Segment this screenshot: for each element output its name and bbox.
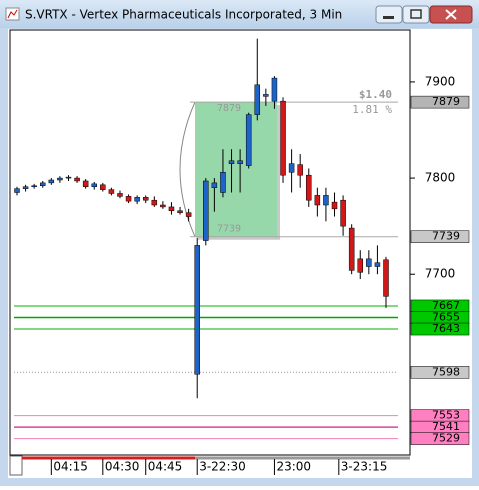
minimize-button[interactable] — [375, 5, 403, 24]
candle-body — [374, 262, 381, 267]
level-label: 7541 — [432, 420, 460, 433]
candle-body — [39, 182, 46, 187]
candle-body — [151, 199, 158, 206]
level-label: 7655 — [432, 311, 460, 324]
candle-body — [203, 180, 209, 241]
range-box — [195, 102, 277, 237]
y-tick-label: 7900 — [425, 74, 456, 88]
x-tick-label: 23:00 — [276, 460, 311, 474]
candle-body — [254, 84, 261, 115]
candle-body — [297, 164, 303, 176]
level-label: 7598 — [432, 365, 460, 378]
candle-body — [14, 188, 20, 193]
candle-body — [48, 179, 55, 184]
candle-body — [108, 189, 115, 194]
candle-body — [22, 186, 29, 189]
minimize-glyph — [383, 16, 394, 19]
candle-body — [331, 201, 338, 210]
plot-frame — [9, 29, 411, 456]
candle-body — [100, 184, 106, 190]
x-tick-label: 04:15 — [53, 460, 88, 474]
level-label: 7643 — [432, 322, 460, 335]
candle-body — [57, 177, 63, 181]
candle-body — [280, 100, 286, 176]
candle-body — [340, 199, 346, 227]
level-box — [410, 366, 470, 379]
window-title: S.VRTX - Vertex Pharmaceuticals Incorpor… — [25, 8, 342, 22]
candle-body — [142, 197, 149, 201]
range-low-label: 7739 — [217, 224, 241, 235]
maximize-glyph — [410, 9, 422, 19]
candle-body — [177, 210, 183, 213]
candle-body — [82, 180, 89, 187]
y-tick-label: 7800 — [425, 171, 456, 185]
maximize-button[interactable] — [402, 5, 430, 24]
candle-body — [314, 195, 321, 206]
candle-body — [348, 227, 355, 271]
candle-body — [168, 206, 175, 212]
candle-body — [288, 163, 295, 173]
candle-body — [160, 204, 166, 208]
candle-body — [125, 196, 132, 202]
candle-body — [194, 245, 200, 375]
candle-body — [366, 258, 372, 267]
candle-body — [263, 94, 269, 97]
candle-body — [271, 77, 278, 102]
candle-body — [91, 183, 97, 187]
level-label: 7553 — [432, 409, 460, 422]
y-tick-label: 7700 — [425, 267, 456, 281]
candle-body — [323, 195, 329, 206]
candle-body — [228, 160, 235, 164]
candle-body — [134, 197, 140, 202]
level-label: 7667 — [432, 299, 460, 312]
candle-body — [245, 114, 252, 166]
level-box — [410, 432, 470, 445]
app-icon-glyph — [7, 9, 18, 19]
candle-body — [117, 193, 123, 197]
change-label: $1.40 — [359, 88, 392, 101]
candle-body — [31, 185, 37, 188]
level-label: 7879 — [432, 95, 460, 108]
x-tick-label: 3-22:30 — [199, 460, 246, 474]
plot: 7900 7800 7700 04:15 04:30 04:45 3-22:30 23:00 3… — [14, 38, 470, 475]
candle-body — [357, 258, 364, 273]
candle-body — [211, 182, 218, 188]
x-tick-label: 3-23:15 — [341, 460, 388, 474]
range-arc — [179, 101, 196, 237]
candle-body — [220, 172, 226, 193]
candle-body — [383, 259, 389, 297]
candle-body — [74, 177, 80, 182]
scroll-box[interactable] — [9, 455, 23, 476]
candle-body — [237, 160, 243, 164]
x-tick-label: 04:30 — [105, 460, 140, 474]
level-label: 7739 — [432, 230, 460, 243]
range-high-label: 7879 — [217, 103, 241, 114]
level-box — [410, 230, 470, 243]
level-box — [410, 95, 470, 109]
level-label: 7529 — [432, 432, 460, 445]
percent-label: 1.81 % — [352, 103, 392, 116]
candle-body — [65, 176, 72, 179]
x-tick-label: 04:45 — [148, 460, 183, 474]
level-box — [410, 322, 470, 336]
candle-body — [185, 212, 192, 217]
candle-body — [306, 174, 312, 201]
close-glyph — [445, 9, 457, 20]
